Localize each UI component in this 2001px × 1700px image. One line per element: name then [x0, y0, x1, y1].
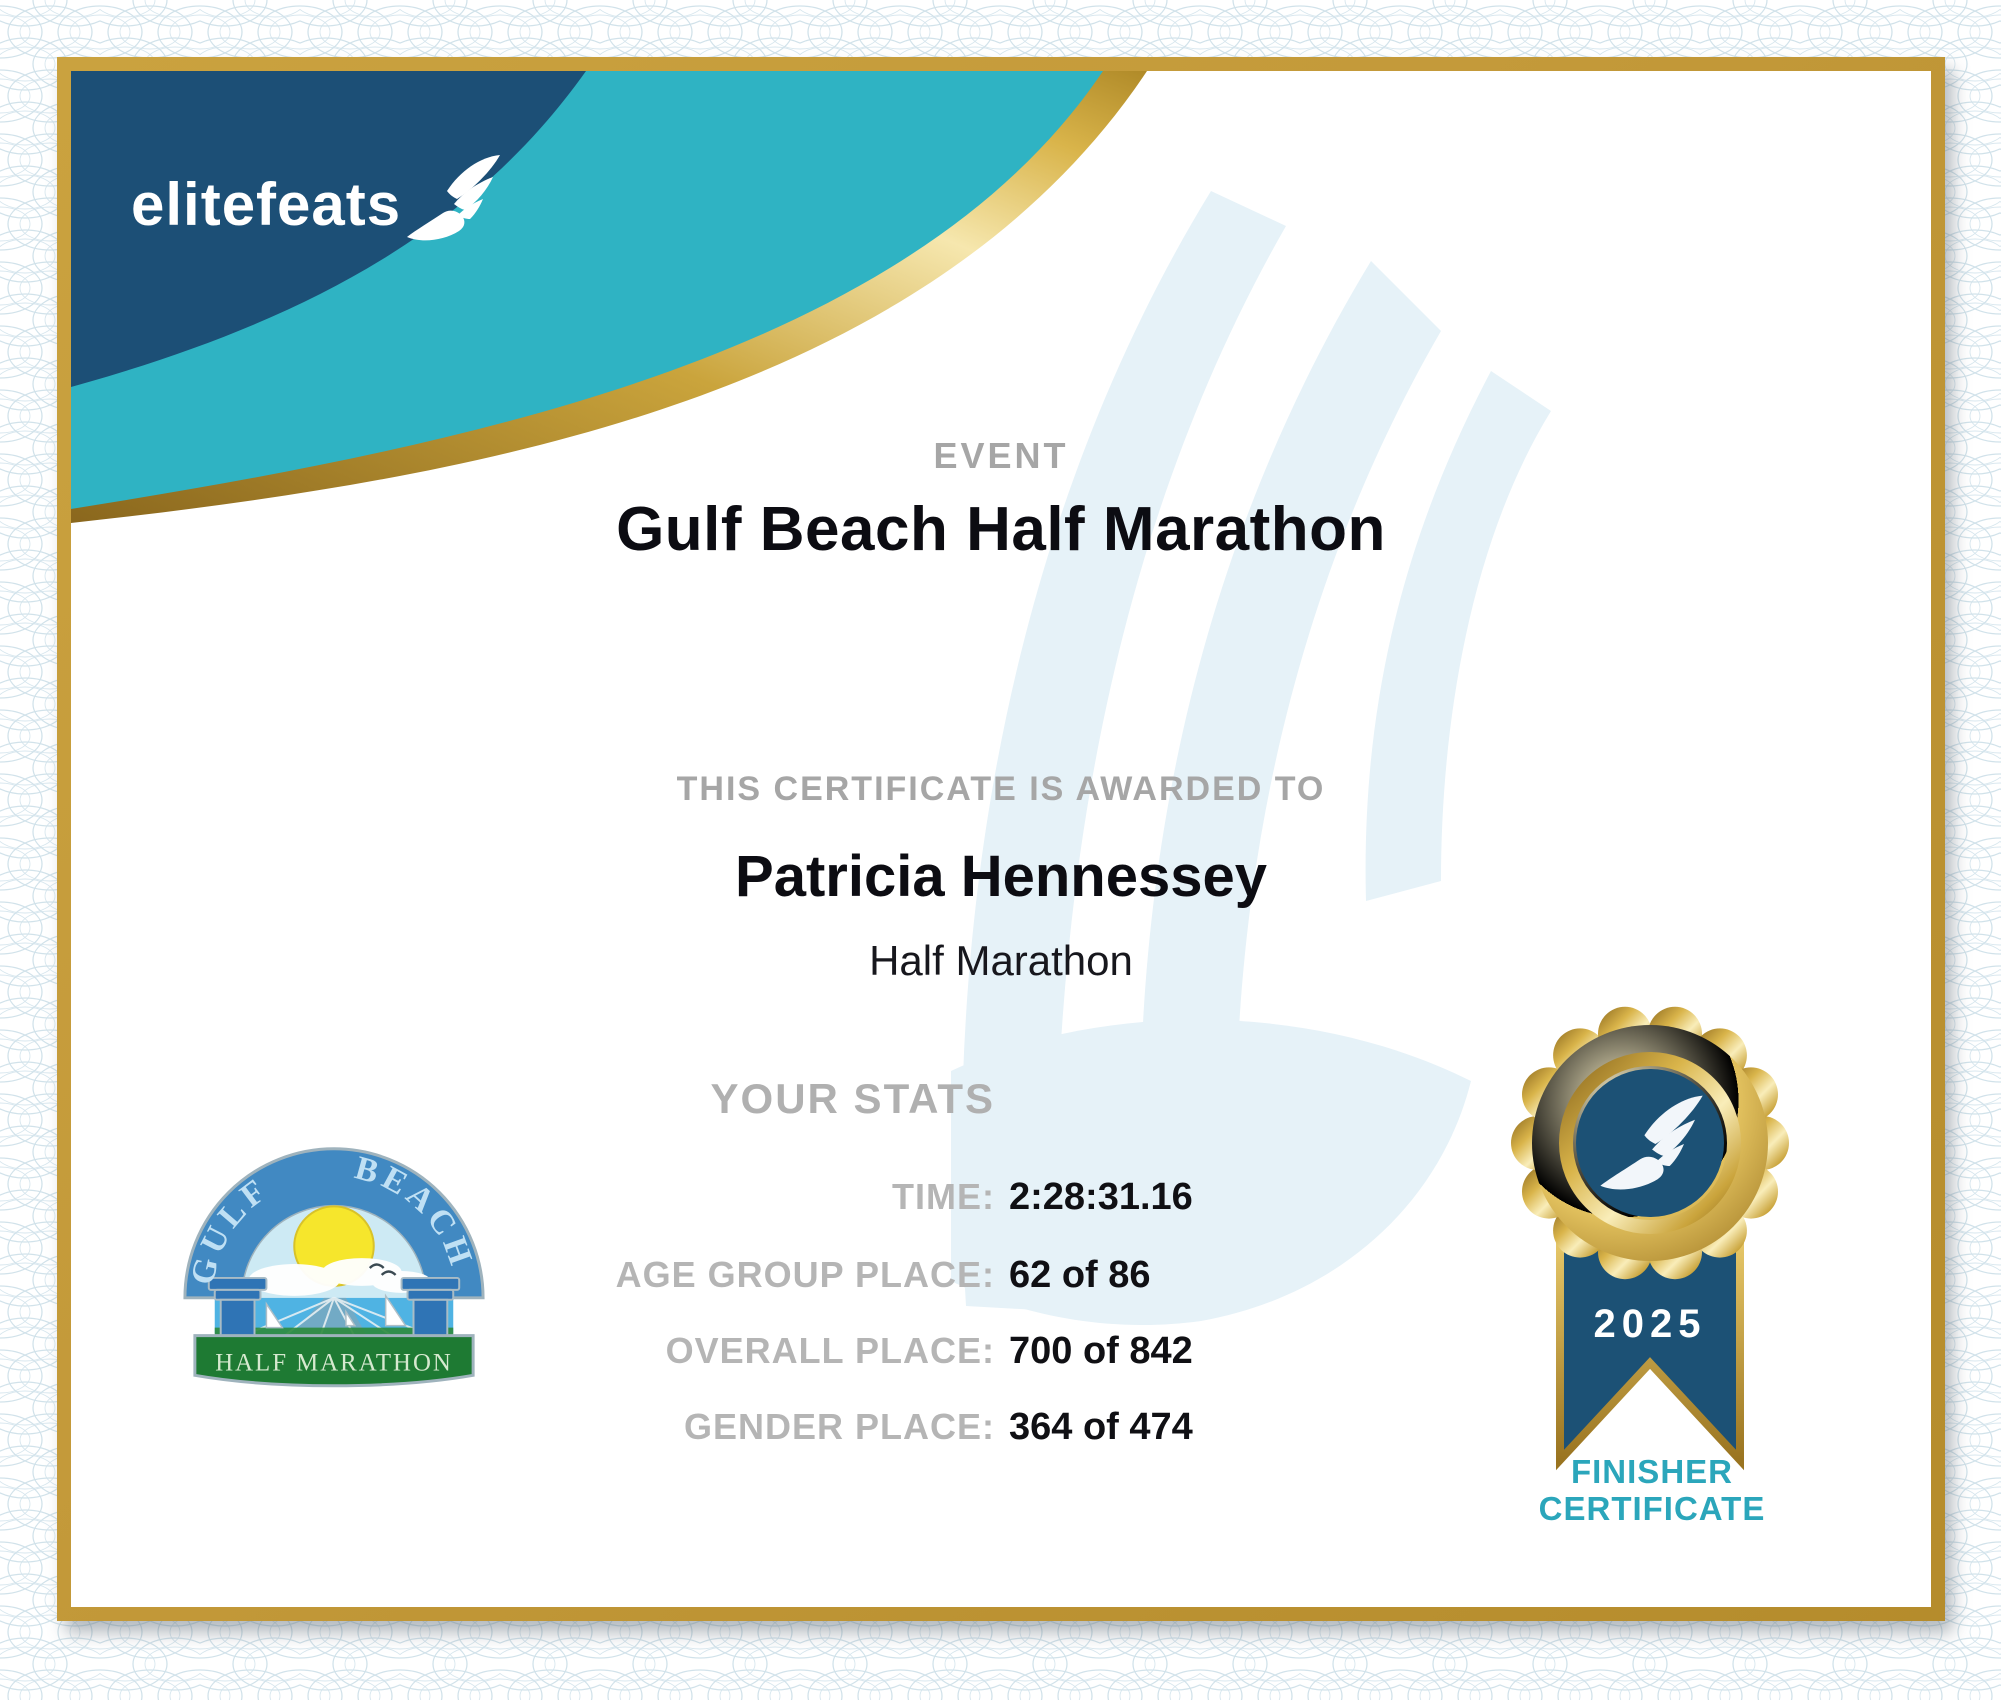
stat-value: 62 of 86: [1009, 1254, 1151, 1296]
birds-icon: [368, 1263, 397, 1276]
elitefeats-logo-text: elitefeats: [131, 171, 402, 238]
event-title: Gulf Beach Half Marathon: [616, 495, 1386, 564]
stats-heading: YOUR STATS: [710, 1075, 995, 1122]
navy-wave: [71, 71, 586, 387]
medal-caption-line2: CERTIFICATE: [1538, 1490, 1766, 1527]
recipient-name: Patricia Hennessey: [735, 844, 1267, 909]
medal-caption-line1: FINISHER: [1570, 1453, 1733, 1490]
stat-value: 2:28:31.16: [1009, 1176, 1193, 1218]
elitefeats-logo: elitefeats: [131, 147, 503, 251]
stat-row-time: TIME: 2:28:31.16: [57, 1176, 1945, 1219]
header-waves: [71, 71, 1147, 523]
gulf-beach-event-badge: GULF BEACH HALF MARATHON: [183, 1147, 485, 1388]
medal-winged-foot-icon: [1600, 1095, 1703, 1190]
winged-foot-icon: [407, 155, 501, 241]
award-heading: THIS CERTIFICATE IS AWARDED TO: [676, 770, 1326, 808]
division-name: Half Marathon: [869, 937, 1133, 984]
stat-label: GENDER PLACE:: [683, 1406, 995, 1447]
medal-year: 2025: [1594, 1302, 1707, 1346]
stat-row-gender-place: GENDER PLACE: 364 of 474: [57, 1406, 1945, 1449]
medal-ribbon: [1556, 1233, 1744, 1471]
certificate-frame: elitefeats EVENT Gulf Beach Half Maratho…: [57, 57, 1945, 1621]
stat-label: AGE GROUP PLACE:: [615, 1254, 995, 1295]
stat-row-age-group-place: AGE GROUP PLACE: 62 of 86: [57, 1254, 1945, 1297]
winged-foot-watermark: [951, 191, 1551, 1326]
stat-value: 700 of 842: [1009, 1330, 1193, 1372]
stat-label: TIME:: [892, 1176, 995, 1217]
finisher-medal: 2025: [1511, 1006, 1789, 1471]
stat-value: 364 of 474: [1009, 1406, 1193, 1448]
stat-label: OVERALL PLACE:: [665, 1330, 995, 1371]
stat-row-overall-place: OVERALL PLACE: 700 of 842: [57, 1330, 1945, 1373]
badge-banner-text: HALF MARATHON: [215, 1349, 453, 1376]
event-heading: EVENT: [933, 435, 1069, 476]
